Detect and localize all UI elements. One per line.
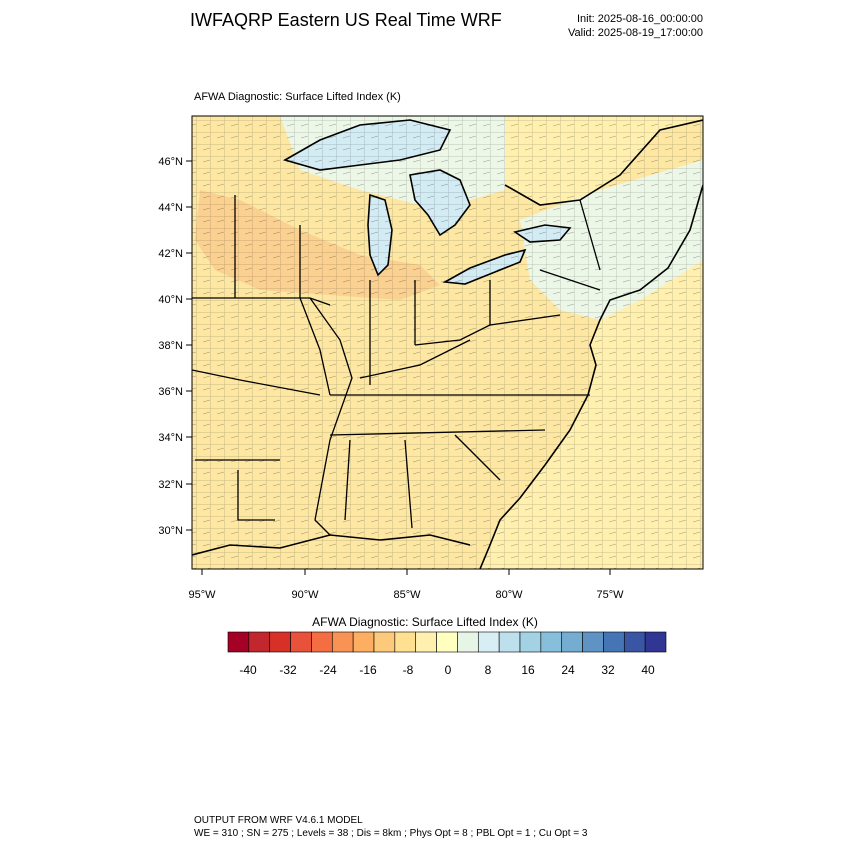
county-lines [192,116,703,569]
colorbar-label: -32 [279,663,297,677]
colorbar-swatch [457,631,479,653]
colorbar-swatch [373,631,396,653]
lon-tick-label: 90°W [291,589,319,601]
lat-tick-label: 44°N [158,202,183,214]
colorbar-swatch [561,631,583,653]
lon-tick-label: 80°W [495,589,523,601]
plot-title: AFWA Diagnostic: Surface Lifted Index (K… [194,91,401,103]
colorbar-label: 40 [641,663,655,677]
colorbar-swatch [519,631,542,653]
colorbar-label: 32 [601,663,615,677]
colorbar-swatch [415,631,437,653]
lat-tick-label: 32°N [158,479,183,491]
colorbar-swatch [269,631,291,653]
colorbar-swatch [331,631,354,653]
colorbar-swatch [311,631,333,653]
latitude-axis: 46°N 44°N 42°N 40°N 38°N 36°N 34°N 32°N 30°N [158,156,192,537]
colorbar: -40 -32 -24 -16 -8 0 8 16 24 32 40 [227,631,667,677]
colorbar-label: 16 [521,663,535,677]
colorbar-label: 24 [561,663,575,677]
colorbar-title: AFWA Diagnostic: Surface Lifted Index (K… [312,615,538,629]
colorbar-swatch [227,631,250,653]
colorbar-label: -8 [403,663,414,677]
colorbar-label: 8 [485,663,492,677]
colorbar-label: 0 [445,663,452,677]
lon-tick-label: 95°W [188,589,216,601]
colorbar-swatch [644,631,667,653]
colorbar-swatch [623,631,646,653]
colorbar-swatch [436,631,458,653]
state-borders [192,195,601,536]
colorbar-swatch [540,631,563,653]
map-frame [191,115,704,570]
colorbar-swatch [290,631,312,653]
figure-title: IWFAQRP Eastern US Real Time WRF [190,10,502,30]
longitude-axis: 95°W 90°W 85°W 80°W 75°W [188,569,624,601]
colorbar-swatch [498,631,521,653]
colorbar-swatch [477,631,500,653]
lat-tick-label: 38°N [158,340,183,352]
lat-tick-label: 42°N [158,248,183,260]
footer-config: WE = 310 ; SN = 275 ; Levels = 38 ; Dis … [194,828,588,839]
footer-model: OUTPUT FROM WRF V4.6.1 MODEL [194,815,363,826]
lat-tick-label: 30°N [158,525,183,537]
colorbar-label: -16 [359,663,377,677]
colorbar-swatch [603,631,625,653]
colorbar-swatch [394,631,417,653]
colorbar-swatch [352,631,375,653]
coastline [192,119,703,569]
map-area [192,116,703,569]
lon-tick-label: 85°W [393,589,421,601]
lon-tick-label: 75°W [596,589,624,601]
lat-tick-label: 46°N [158,156,183,168]
colorbar-label: -24 [319,663,337,677]
valid-time: Valid: 2025-08-19_17:00:00 [568,27,703,39]
colorbar-swatch [582,631,604,653]
lat-tick-label: 34°N [158,432,183,444]
lat-tick-label: 36°N [158,386,183,398]
lat-tick-label: 40°N [158,294,183,306]
colorbar-label: -40 [239,663,257,677]
init-time: Init: 2025-08-16_00:00:00 [577,13,703,25]
colorbar-swatch [248,631,271,653]
